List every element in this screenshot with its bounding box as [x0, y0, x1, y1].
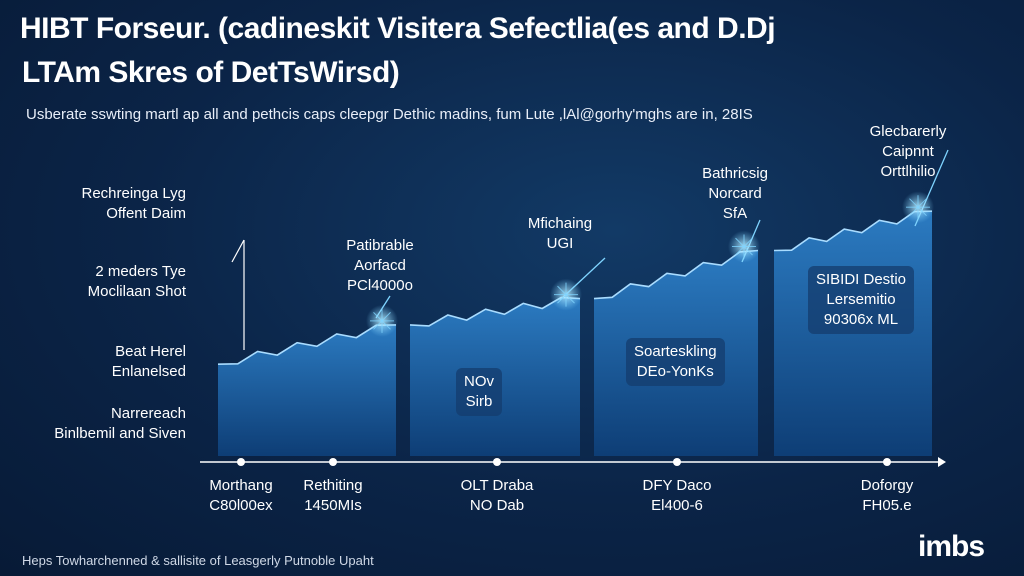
peak-spark [565, 285, 575, 295]
y-label-2: 2 meders Tye Moclilaan Shot [87, 263, 186, 300]
peak-spark [557, 294, 567, 304]
footer-note: Heps Towharchenned & sallisite of Leasge… [22, 553, 374, 568]
callout-1: Patibrable Aorfacd PCl4000o [346, 237, 414, 294]
peak-spark [373, 312, 383, 322]
y-axis-tick [231, 239, 245, 263]
x-label-2: Rethiting 1450MIs [303, 477, 363, 514]
callout-4: Glecbarerly Caipnnt Orttlhilio [869, 123, 947, 180]
peak-spark [909, 206, 919, 217]
y-label-4: Narrereach Binlbemil and Siven [54, 405, 186, 442]
x-label-5: Doforgy FH05.e [860, 477, 914, 514]
x-label-1: Morthang C80l00ex [209, 477, 273, 514]
peak-spark [909, 198, 919, 208]
area-edge [217, 324, 397, 365]
segment-label-3: SIBIDI Destio Lersemitio 90306x ML [808, 266, 915, 334]
x-axis-arrow [938, 457, 946, 467]
chart-subtitle: Usberate sswting martl ap all and pethci… [26, 106, 753, 123]
area-edge [593, 249, 759, 300]
peak-spark [735, 237, 745, 247]
peak-spark [565, 294, 575, 304]
y-label-1: Rechreinga Lyg Offent Daim [81, 185, 186, 222]
chart-title-line-2: LTAm Skres of DetTsWirsd) [22, 56, 400, 89]
callout-3: Bathricsig Norcard SfA [702, 165, 768, 222]
x-tick-dot-1 [237, 458, 245, 466]
area-segment [218, 324, 396, 456]
peak-spark [917, 206, 927, 217]
glow-layer [366, 191, 934, 337]
peak-spark [743, 237, 753, 247]
area-edge [409, 296, 581, 327]
y-label-3: Beat Herel Enlanelsed [111, 343, 186, 380]
area-edge [773, 210, 933, 252]
peak-spark [743, 246, 753, 256]
x-tick-dot-2 [329, 458, 337, 466]
peak-spark [381, 312, 391, 322]
peak-spark [917, 198, 927, 208]
peak-spark [381, 320, 391, 330]
brand-logo: imbs [918, 530, 985, 563]
x-tick-dot-5 [883, 458, 891, 466]
x-tick-dot-3 [493, 458, 501, 466]
peak-spark [373, 320, 383, 330]
peak-spark [735, 246, 745, 256]
x-label-3: OLT Draba NO Dab [460, 477, 534, 514]
chart-title: HIBT Forseur. (cadineskit Visitera Sefec… [20, 12, 776, 45]
peak-spark [557, 285, 567, 295]
x-tick-dot-4 [673, 458, 681, 466]
segment-label-2: Soarteskling DEo-YonKs [626, 338, 725, 386]
x-label-4: DFY Daco El400-6 [642, 477, 712, 514]
callout-2: Mfichaing UGI [527, 215, 593, 252]
segment-label-1: NOv Sirb [456, 368, 502, 416]
